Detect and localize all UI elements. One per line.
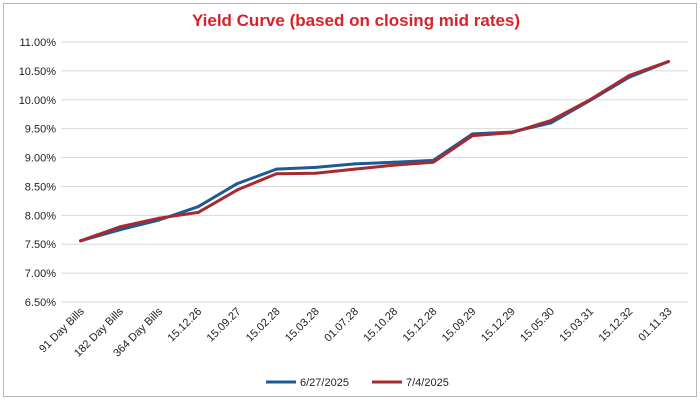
data-point (431, 160, 435, 164)
x-tick-label: 15.03.31 (557, 306, 596, 345)
y-tick-label: 7.50% (25, 239, 56, 251)
y-tick-label: 10.00% (19, 95, 57, 107)
x-tick-label: 15.12.28 (401, 306, 440, 345)
data-point (118, 225, 122, 229)
legend: 6/27/2025 7/4/2025 (266, 377, 449, 389)
data-point (275, 167, 279, 171)
y-tick-label: 9.50% (25, 124, 56, 136)
series-line-2 (79, 60, 670, 243)
data-point (392, 163, 396, 167)
x-tick-label: 15.03.28 (283, 306, 322, 345)
data-point (314, 171, 318, 175)
y-tick-label: 9.00% (25, 153, 56, 165)
gridlines (61, 41, 688, 303)
data-point (549, 119, 553, 123)
data-point (627, 74, 631, 78)
y-tick-label: 8.50% (25, 181, 56, 193)
legend-label: 6/27/2025 (300, 377, 349, 389)
data-point (314, 165, 318, 169)
y-tick-label: 11.00% (20, 37, 57, 49)
data-point (510, 131, 514, 135)
chart-title: Yield Curve (based on closing mid rates) (192, 11, 520, 30)
x-tick-label: 15.10.28 (361, 306, 400, 345)
data-point (588, 98, 592, 102)
y-tick-label: 8.00% (25, 210, 56, 222)
series-line-1 (79, 60, 670, 243)
x-tick-label: 15.02.28 (244, 306, 283, 345)
data-point (275, 172, 279, 176)
y-tick-label: 10.50% (19, 66, 57, 78)
x-tick-label: 15.05.30 (518, 306, 557, 345)
data-point (79, 239, 83, 243)
y-tick-label: 7.00% (25, 268, 56, 280)
data-point (196, 205, 200, 209)
x-tick-label: 15.12.32 (597, 306, 636, 345)
series-lines (79, 60, 670, 243)
legend-label: 7/4/2025 (406, 377, 449, 389)
yield-curve-chart: Yield Curve (based on closing mid rates)… (19, 11, 688, 389)
x-tick-label: 15.12.26 (166, 306, 205, 345)
chart-frame: Yield Curve (based on closing mid rates)… (3, 3, 697, 397)
data-point (157, 216, 161, 220)
x-tick-label: 15.12.29 (479, 306, 518, 345)
data-point (235, 188, 239, 192)
data-point (118, 228, 122, 232)
data-point (470, 134, 474, 138)
data-point (666, 60, 670, 64)
data-point (196, 210, 200, 214)
data-point (235, 182, 239, 186)
x-tick-label: 01.07.28 (322, 306, 361, 345)
y-axis-ticks: 11.00% 10.50% 10.00% 9.50% 9.00% 8.50% 8.00% 7.… (19, 37, 57, 309)
data-point (392, 160, 396, 164)
x-tick-label: 01.11.33 (636, 306, 674, 344)
data-point (353, 162, 357, 166)
x-tick-label: 15.09.29 (440, 306, 479, 345)
data-point (353, 167, 357, 171)
y-tick-label: 6.50% (25, 297, 56, 309)
x-tick-label: 15.09.27 (205, 306, 244, 345)
